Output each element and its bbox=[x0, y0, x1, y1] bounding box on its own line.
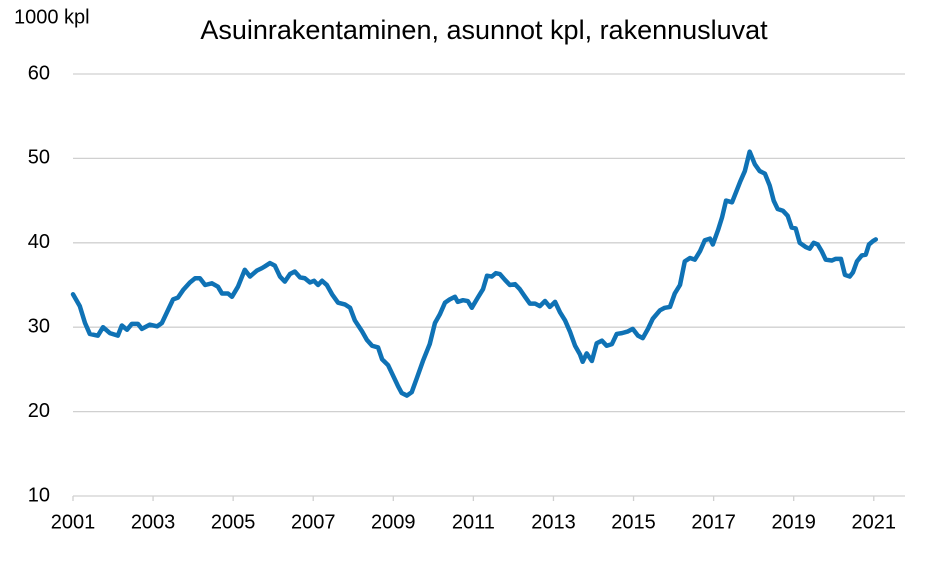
y-tick-label: 30 bbox=[28, 315, 50, 337]
x-tick-label: 2021 bbox=[852, 511, 897, 533]
data-line bbox=[70, 149, 879, 398]
x-tick-label: 2009 bbox=[371, 511, 416, 533]
x-tick-label: 2005 bbox=[211, 511, 256, 533]
x-tick-label: 2001 bbox=[51, 511, 96, 533]
x-tick-label: 2019 bbox=[771, 511, 816, 533]
y-tick-label: 50 bbox=[28, 147, 50, 169]
y-axis-label: 1000 kpl bbox=[14, 6, 90, 28]
y-tick-label: 60 bbox=[28, 62, 50, 84]
y-tick-label: 40 bbox=[28, 231, 50, 253]
chart-title: Asuinrakentaminen, asunnot kpl, rakennus… bbox=[200, 15, 768, 45]
y-tick-label: 20 bbox=[28, 400, 50, 422]
x-tick-label: 2003 bbox=[131, 511, 176, 533]
x-tick-label: 2013 bbox=[531, 511, 576, 533]
x-tick-label: 2007 bbox=[291, 511, 336, 533]
y-tick-label: 10 bbox=[28, 484, 50, 506]
x-tick-label: 2017 bbox=[691, 511, 736, 533]
x-tick-label: 2015 bbox=[611, 511, 656, 533]
x-tick-label: 2011 bbox=[452, 511, 495, 533]
